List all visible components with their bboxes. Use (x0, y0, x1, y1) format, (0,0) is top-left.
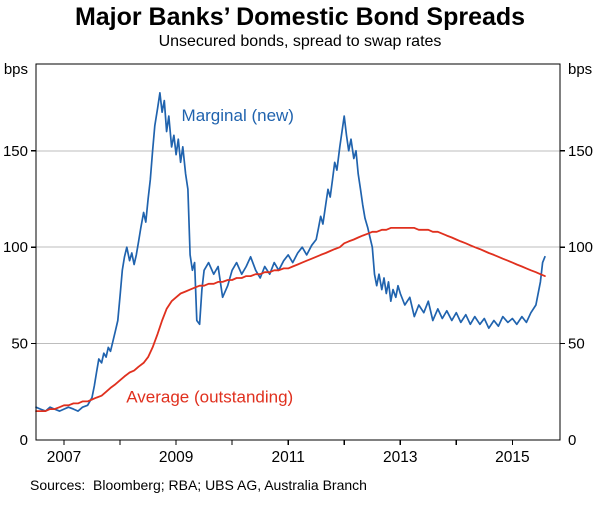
y-axis-label-left-100: 100 (3, 239, 28, 256)
y-axis-unit-right: bps (568, 61, 592, 78)
y-axis-label-left-50: 50 (11, 336, 28, 353)
y-axis-label-right-150: 150 (568, 143, 593, 160)
plot-frame (35, 63, 561, 441)
annotation-marginal-new: Marginal (new) (182, 106, 294, 125)
annotation-average-outstanding: Average (outstanding) (126, 388, 293, 407)
page-title: Major Banks’ Domestic Bond Spreads (74, 3, 526, 31)
x-axis-label-2013: 2013 (383, 449, 417, 466)
x-axis-label-2011: 2011 (272, 449, 305, 466)
series-line-marginal-new (35, 92, 546, 412)
sources-note: Sources: Bloomberg; RBA; UBS AG, Austral… (30, 477, 367, 493)
x-axis-label-2009: 2009 (159, 449, 193, 466)
y-axis-label-left-0: 0 (20, 432, 28, 449)
y-axis-label-right-0: 0 (568, 432, 576, 449)
y-axis-label-right-50: 50 (568, 336, 585, 353)
page-subtitle: Unsecured bonds, spread to swap rates (158, 33, 442, 50)
x-axis-label-2007: 2007 (47, 449, 81, 466)
series-line-average-outstanding (35, 227, 546, 412)
y-axis-unit-left: bps (4, 61, 28, 78)
y-axis-label-left-150: 150 (3, 143, 28, 160)
x-axis-label-2015: 2015 (495, 449, 529, 466)
bond-spreads-line-chart: 0 0 50 50 100 100 150 150 bps bps 2007 2009 2011 2013… (3, 61, 593, 466)
y-axis-label-right-100: 100 (568, 239, 593, 256)
